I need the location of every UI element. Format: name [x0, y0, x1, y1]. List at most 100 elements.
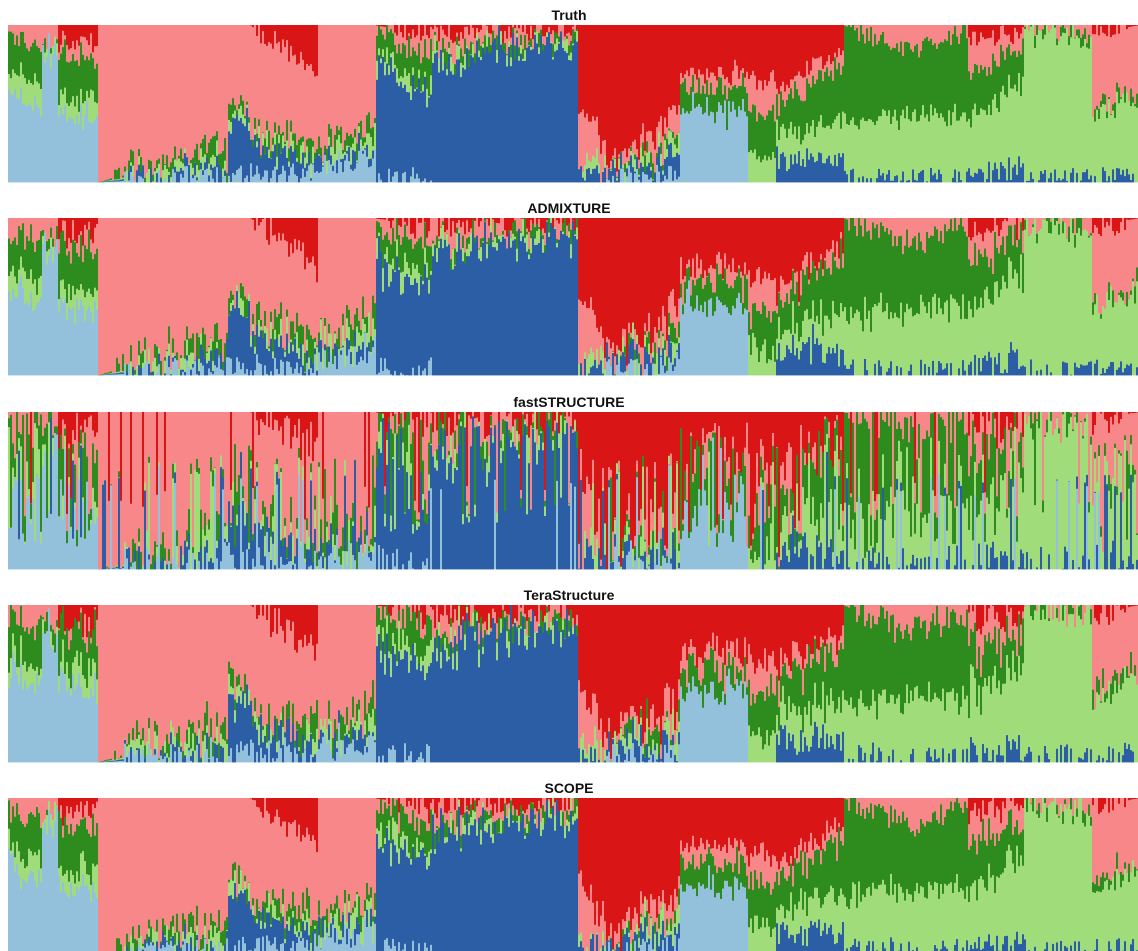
bar-segment-light-green: [818, 121, 821, 153]
bar-segment-dark-green: [214, 323, 217, 350]
bar-segment-light-green: [870, 119, 873, 179]
bar-segment-blue: [642, 166, 645, 172]
bar-segment-dark-green: [898, 51, 901, 131]
bar-segment-light-green: [402, 271, 405, 294]
bar-segment-red: [78, 412, 81, 443]
bar-segment-pink: [1016, 31, 1019, 57]
bar-segment-dark-green: [130, 149, 133, 163]
bar-segment-pink: [866, 25, 869, 29]
bar-segment-red: [66, 218, 69, 249]
bar-segment-light-green: [510, 56, 513, 67]
bar-segment-pink: [424, 221, 427, 223]
bar-segment-pink: [316, 75, 319, 150]
bar-segment-dark-green: [386, 25, 389, 48]
bar-segment-blue: [158, 353, 161, 365]
bar-segment-pink: [570, 218, 573, 230]
bar-segment-light-blue: [708, 115, 711, 183]
bar-segment-light-blue: [72, 118, 75, 183]
bar-segment-light-blue: [688, 113, 691, 183]
bar-segment-blue: [358, 345, 361, 363]
bar-segment-light-blue: [124, 363, 127, 376]
bar-segment-light-green: [500, 31, 503, 45]
bar-segment-red: [400, 25, 403, 33]
bar-segment-light-green: [1090, 235, 1093, 362]
bar-segment-light-blue: [670, 165, 673, 183]
bar-segment-blue: [998, 179, 1001, 183]
bar-segment-dark-green: [984, 248, 987, 290]
bar-segment-light-green: [930, 104, 933, 168]
bar-segment-blue: [558, 239, 561, 376]
bar-segment-dark-green: [1032, 224, 1035, 228]
bar-segment-pink: [178, 25, 181, 156]
bar-segment-light-green: [1096, 294, 1099, 360]
bar-segment-light-green: [862, 331, 865, 376]
bar-segment-light-green: [662, 335, 665, 349]
bar-segment-pink: [930, 25, 933, 39]
bar-segment-pink: [240, 25, 243, 96]
bar-segment-blue: [216, 347, 219, 368]
bar-segment-light-green: [478, 50, 481, 58]
bar-segment-blue: [468, 66, 471, 183]
bar-segment-dark-green: [782, 307, 785, 335]
bar-segment-blue: [108, 373, 111, 375]
bar-segment-light-green: [1056, 220, 1059, 376]
bar-segment-light-blue: [40, 116, 43, 183]
bar-segment-light-green: [124, 363, 127, 364]
bar-segment-light-blue: [742, 313, 745, 376]
bar-segment-dark-green: [334, 134, 337, 154]
bar-segment-light-green: [676, 147, 679, 153]
bar-segment-light-blue: [730, 111, 733, 183]
bar-segment-red: [1102, 25, 1105, 33]
bar-segment-light-blue: [716, 111, 719, 183]
bar-segment-red: [58, 218, 61, 240]
bar-segment-blue: [208, 175, 211, 182]
bar-segment-dark-green: [158, 158, 161, 164]
bar-segment-dark-green: [26, 47, 29, 84]
bar-segment-red: [546, 25, 549, 33]
bar-segment-red: [278, 25, 281, 42]
bar-segment-dark-green: [1020, 54, 1023, 97]
bar-segment-pink: [856, 218, 859, 237]
bar-segment-red: [578, 218, 581, 300]
bar-segment-dark-green: [862, 236, 865, 332]
bar-segment-pink: [696, 253, 699, 280]
bar-segment-blue: [1108, 175, 1111, 183]
bar-segment-pink: [160, 25, 163, 178]
bar-segment-dark-green: [458, 43, 461, 46]
bar-segment-light-green: [592, 352, 595, 366]
bar-segment-blue: [644, 346, 647, 370]
bar-segment-dark-green: [414, 243, 417, 269]
bar-segment-blue: [220, 169, 223, 183]
bar-segment-light-green: [1084, 228, 1087, 366]
bar-segment-pink: [100, 25, 103, 182]
bar-segment-light-green: [888, 318, 891, 369]
bar-segment-red: [984, 25, 987, 40]
bar-segment-light-blue: [198, 179, 201, 183]
bar-segment-red: [1134, 218, 1137, 219]
bar-segment-blue: [204, 358, 207, 376]
panel-title: fastSTRUCTURE: [513, 394, 624, 410]
bar-segment-dark-green: [416, 55, 419, 88]
bar-segment-light-blue: [618, 361, 621, 376]
bar-segment-pink: [78, 234, 81, 257]
bar-segment-dark-green: [1074, 37, 1077, 39]
bar-segment-blue: [300, 343, 303, 368]
bar-segment-light-green: [518, 55, 521, 61]
bar-segment-dark-green: [700, 273, 703, 306]
bar-segment-dark-green: [696, 278, 699, 296]
bar-segment-pink: [932, 25, 935, 46]
bar-segment-blue: [200, 162, 203, 170]
bar-segment-light-blue: [50, 68, 53, 183]
bar-segment-blue: [828, 346, 831, 376]
bar-segment-blue: [180, 167, 183, 174]
bar-segment-pink: [854, 218, 857, 226]
bar-segment-pink: [68, 49, 71, 63]
bar-segment-blue: [444, 62, 447, 183]
bar-segment-light-blue: [708, 299, 711, 376]
bar-segment-red: [1094, 218, 1097, 225]
bar-segment-pink: [658, 121, 661, 132]
bar-segment-dark-green: [1072, 218, 1075, 234]
bar-segment-pink: [868, 218, 871, 231]
bar-segment-blue: [316, 152, 319, 172]
bar-segment-light-blue: [628, 164, 631, 183]
